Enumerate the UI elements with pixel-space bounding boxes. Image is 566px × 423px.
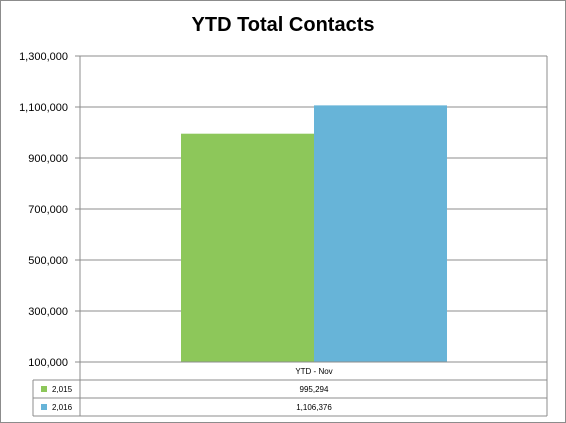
y-tick-label: 1,300,000 <box>19 51 68 63</box>
y-tick-label: 500,000 <box>28 255 68 267</box>
bar-2015 <box>181 133 314 362</box>
x-tick-label: YTD - Nov <box>295 367 332 376</box>
chart-title: YTD Total Contacts <box>191 14 375 36</box>
y-tick-label: 100,000 <box>28 357 68 369</box>
data-label: 1,106,376 <box>296 403 332 412</box>
legend-swatch <box>41 404 47 410</box>
data-label: 995,294 <box>300 385 329 394</box>
y-tick-label: 900,000 <box>28 153 68 165</box>
legend-swatch <box>41 386 47 392</box>
legend-label: 2,016 <box>52 403 73 412</box>
y-tick-label: 300,000 <box>28 306 68 318</box>
bar-2016 <box>314 105 447 363</box>
y-tick-label: 1,100,000 <box>19 102 68 114</box>
y-tick-label: 700,000 <box>28 204 68 216</box>
legend-label: 2,015 <box>52 385 73 394</box>
